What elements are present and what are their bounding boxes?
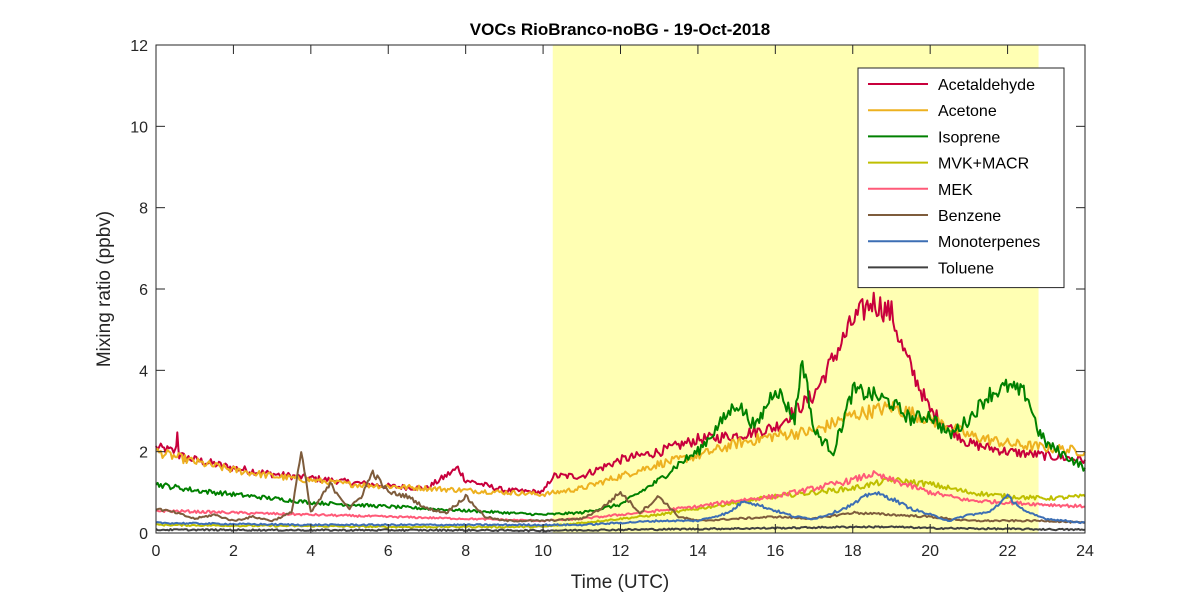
y-tick-label: 12	[130, 38, 148, 55]
legend-label: MVK+MACR	[938, 156, 1029, 173]
legend-label: Acetone	[938, 103, 997, 120]
y-axis-label: Mixing ratio (ppbv)	[94, 211, 115, 367]
x-tick-label: 8	[461, 543, 470, 560]
chart-title: VOCs RioBranco-noBG - 19-Oct-2018	[470, 20, 770, 39]
x-tick-label: 14	[689, 543, 707, 560]
legend-label: Toluene	[938, 260, 994, 277]
y-tick-label: 10	[130, 119, 148, 136]
x-tick-label: 6	[384, 543, 393, 560]
legend-label: Isoprene	[938, 129, 1000, 146]
legend-box	[857, 67, 1065, 289]
x-tick-label: 4	[306, 543, 315, 560]
y-tick-label: 6	[139, 282, 148, 299]
x-axis-label: Time (UTC)	[571, 572, 670, 593]
series-line-mek	[155, 470, 1086, 523]
series-line-isoprene	[155, 360, 1086, 517]
legend-label: Acetaldehyde	[938, 77, 1035, 94]
x-tick-label: 22	[999, 543, 1017, 560]
y-tick-label: 4	[139, 363, 148, 380]
x-tick-label: 20	[921, 543, 939, 560]
y-tick-label: 8	[139, 201, 148, 218]
x-tick-label: 18	[844, 543, 862, 560]
x-tick-label: 2	[229, 543, 238, 560]
x-tick-label: 10	[534, 543, 552, 560]
x-tick-label: 0	[152, 543, 161, 560]
y-tick-label: 2	[139, 445, 148, 462]
legend-label: MEK	[938, 182, 973, 199]
legend-label: Monoterpenes	[938, 234, 1040, 251]
y-tick-label: 0	[139, 526, 148, 543]
series-line-benzene	[155, 451, 1086, 524]
x-tick-label: 16	[766, 543, 784, 560]
x-tick-label: 12	[612, 543, 630, 560]
x-tick-label: 24	[1076, 543, 1094, 560]
legend: Acetaldehyde Acetone Isoprene MVK+MACR MEK Be…	[857, 67, 1065, 289]
legend-label: Benzene	[938, 208, 1001, 225]
